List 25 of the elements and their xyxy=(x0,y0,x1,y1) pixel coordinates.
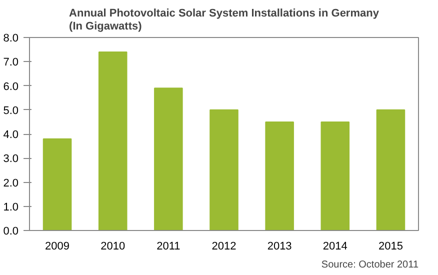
bar xyxy=(98,51,128,230)
y-tick-label: 6.0 xyxy=(3,80,19,93)
bar xyxy=(320,121,350,230)
y-tick-label: 2.0 xyxy=(3,177,19,190)
x-tick-label: 2011 xyxy=(156,240,180,252)
bar xyxy=(154,88,183,230)
bar xyxy=(210,109,238,230)
x-tick-label: 2009 xyxy=(45,240,70,252)
y-tick-label: 5.0 xyxy=(3,104,19,117)
x-tick-label: 2015 xyxy=(378,240,403,252)
bar xyxy=(376,109,406,230)
chart-title: Annual Photovoltaic Solar System Installations in Germany (In Gigawatts) xyxy=(69,7,380,32)
y-tick-label: 4.0 xyxy=(3,129,19,141)
x-tick-label: 2012 xyxy=(212,240,236,252)
x-tick-label: 2013 xyxy=(267,240,292,252)
source-note: Source: October 2011 xyxy=(321,260,419,270)
y-tick-label: 3.0 xyxy=(3,153,19,166)
y-tick-label: 1.0 xyxy=(3,201,19,214)
bar xyxy=(265,121,294,230)
x-tick-label: 2010 xyxy=(100,240,126,252)
y-tick-label: 7.0 xyxy=(3,56,19,69)
x-tick-label: 2014 xyxy=(322,240,348,252)
bar xyxy=(42,138,72,230)
y-tick-label: 8.0 xyxy=(3,32,19,44)
y-tick-label: 0.0 xyxy=(3,226,19,238)
